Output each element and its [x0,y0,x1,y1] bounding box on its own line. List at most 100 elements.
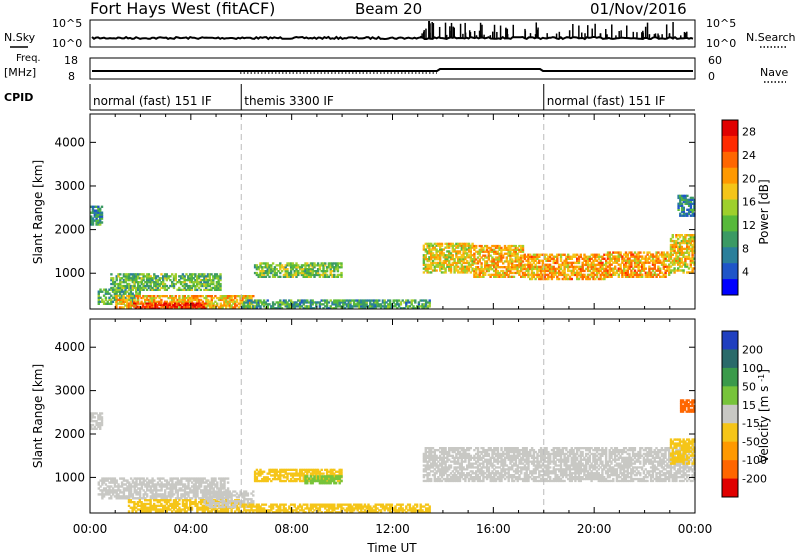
echo-cell [637,251,640,254]
echo-cell [307,264,311,267]
echo-cell [90,425,93,429]
echo-cell [334,266,338,269]
echo-cell [271,305,275,308]
echo-cell [527,259,530,262]
echo-cell [203,477,206,480]
echo-cell [181,305,184,308]
echo-cell [493,250,496,253]
echo-cell [626,275,629,278]
echo-cell [212,496,215,499]
echo-cell [282,266,286,269]
echo-cell [428,265,431,268]
echo-cell [541,253,545,256]
echo-cell [197,302,200,305]
echo-cell [167,493,170,496]
echo-cell [212,492,215,495]
echo-cell [144,281,147,284]
echo-cell [219,275,222,278]
echo-cell [95,215,98,218]
echo-cell [135,497,138,500]
echo-cell [144,479,147,482]
echo-cell [567,269,570,273]
echo-cell [507,246,510,250]
echo-cell [478,273,481,276]
echo-cell [138,504,141,507]
echo-cell [138,491,142,494]
echo-cell [234,302,237,305]
echo-cell [691,210,694,213]
echo-cell [666,269,669,272]
echo-cell [325,305,329,308]
echo-cell [532,273,535,277]
echo-cell [208,273,211,276]
echo-cell [446,263,449,266]
echo-cell [487,256,490,259]
echo-cell [210,306,213,309]
echo-cell [154,302,157,305]
echo-cell [248,498,251,501]
echo-cell [417,305,421,308]
echo-cell [199,481,203,484]
echo-cell [331,479,334,483]
echo-cell [270,268,273,271]
echo-cell [253,264,257,267]
echo-cell [140,307,143,310]
echo-cell [651,257,655,260]
echo-cell [126,282,129,286]
echo-cell [637,275,640,278]
echo-cell [295,305,298,308]
echo-cell [212,505,215,509]
echo-cell [671,253,674,256]
echo-cell [405,299,408,302]
echo-cell [682,271,685,274]
echo-cell [363,303,367,306]
echo-cell [295,479,298,483]
echo-cell [127,510,131,513]
echo-cell [577,267,581,271]
echo-cell [494,264,498,267]
echo-cell [284,479,287,483]
echo-cell [95,420,98,423]
echo-cell [545,259,548,262]
echo-cell [689,263,692,266]
echo-cell [673,271,676,274]
echo-cell [221,492,224,495]
echo-cell [160,481,163,484]
echo-cell [464,246,467,249]
echo-cell [214,502,217,505]
echo-cell [509,275,512,278]
echo-cell [257,301,260,304]
echo-cell [124,489,127,492]
echo-cell [176,502,179,506]
echo-cell [219,288,222,291]
echo-cell [633,271,637,274]
echo-cell [144,300,147,303]
echo-cell [662,251,665,254]
echo-cell [523,263,526,267]
echo-cell [136,508,140,511]
echo-cell [599,275,602,279]
echo-cell [270,305,273,308]
echo-cell [428,244,431,247]
echo-cell [162,477,165,480]
echo-cell [458,267,462,270]
echo-cell [197,304,200,307]
echo-cell [295,470,298,473]
echo-cell [207,295,210,298]
echo-cell [172,279,176,282]
echo-cell [149,508,152,511]
echo-cell [343,301,347,304]
echo-cell [361,301,365,304]
echo-cell [552,257,555,260]
echo-cell [279,479,282,483]
echo-cell [568,269,572,273]
echo-cell [119,282,122,286]
echo-cell [527,263,530,267]
echo-cell [129,487,133,490]
echo-cell [664,259,667,262]
echo-cell [641,255,644,258]
echo-cell [110,288,113,291]
echo-cell [174,275,177,278]
echo-cell [410,299,413,302]
echo-cell [120,288,124,291]
